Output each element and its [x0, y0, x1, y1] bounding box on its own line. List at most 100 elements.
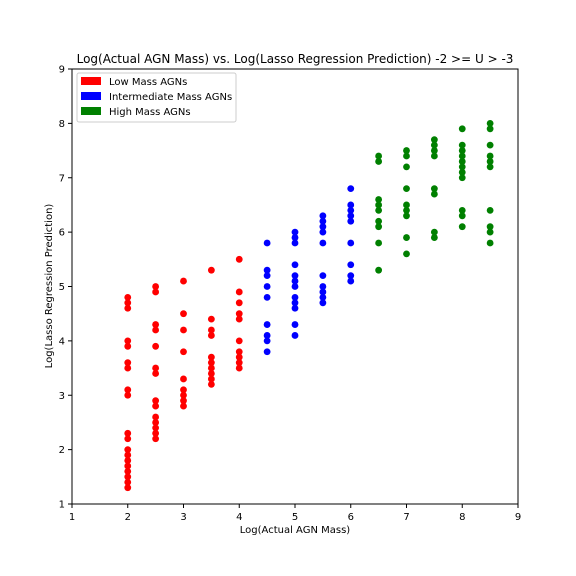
data-point [430, 136, 438, 144]
y-tick-label: 9 [59, 65, 65, 76]
data-point [180, 375, 187, 383]
data-point [458, 152, 466, 160]
data-point [430, 141, 438, 149]
data-point [152, 402, 160, 410]
x-tick-label: 1 [69, 512, 75, 523]
legend-label: Low Mass AGNs [109, 77, 187, 88]
data-point [458, 163, 466, 171]
data-point [403, 234, 410, 241]
data-point [207, 326, 215, 334]
data-point [319, 239, 327, 247]
data-point [124, 478, 132, 486]
legend-swatch [81, 77, 101, 85]
data-point [430, 190, 438, 198]
y-tick-label: 2 [59, 445, 65, 456]
data-point [486, 163, 494, 171]
x-tick-label: 5 [292, 512, 298, 523]
data-point [235, 310, 243, 318]
data-point [291, 272, 299, 280]
data-point [235, 337, 243, 345]
data-point [319, 217, 327, 225]
data-point [291, 239, 299, 247]
data-point [430, 147, 438, 154]
data-point [375, 152, 383, 160]
data-point [152, 413, 160, 421]
data-point [486, 141, 494, 149]
data-point [235, 288, 243, 296]
data-point [235, 255, 243, 263]
data-point [124, 462, 132, 470]
y-tick-label: 5 [59, 282, 65, 293]
data-point [235, 315, 243, 323]
data-point [263, 321, 271, 328]
data-point [152, 321, 160, 328]
data-point [235, 299, 243, 307]
data-point [319, 228, 327, 236]
data-point [430, 152, 438, 160]
x-tick-label: 2 [125, 512, 131, 523]
x-tick-label: 9 [515, 512, 521, 523]
data-point [486, 239, 494, 247]
data-point [180, 277, 187, 285]
data-point [458, 174, 466, 182]
data-point [263, 332, 271, 339]
data-point [180, 348, 187, 356]
legend-label: High Mass AGNs [109, 107, 191, 118]
data-point [403, 147, 410, 154]
legend-swatch [81, 92, 101, 100]
data-point [235, 348, 243, 356]
data-point [152, 429, 160, 437]
data-point [207, 370, 215, 377]
data-point [291, 228, 299, 236]
y-tick-label: 6 [59, 228, 65, 239]
data-point [486, 158, 494, 165]
data-point [319, 223, 327, 231]
data-point [207, 364, 215, 372]
data-point [291, 277, 299, 285]
data-point [486, 206, 494, 214]
x-tick-label: 7 [403, 512, 409, 523]
data-point [486, 119, 494, 127]
data-point [458, 168, 466, 176]
data-point [403, 201, 410, 209]
data-point [152, 370, 160, 377]
data-point [124, 467, 132, 475]
data-point [375, 223, 383, 231]
data-point [207, 266, 215, 274]
data-point [291, 299, 299, 307]
data-point [207, 359, 215, 367]
data-point [347, 239, 355, 247]
data-point [124, 342, 132, 350]
data-point [403, 152, 410, 160]
data-point [235, 364, 243, 372]
data-point [319, 283, 327, 290]
data-point [152, 419, 160, 426]
data-point [291, 234, 299, 241]
data-point [263, 348, 271, 356]
data-point [291, 283, 299, 290]
data-point [152, 424, 160, 432]
data-point [263, 239, 271, 247]
data-point [291, 293, 299, 301]
data-point [207, 375, 215, 383]
data-point [403, 212, 410, 220]
data-point [347, 277, 355, 285]
data-point [124, 473, 132, 481]
data-point [152, 435, 160, 443]
data-point [291, 261, 299, 269]
data-point [152, 342, 160, 350]
x-tick-label: 8 [459, 512, 465, 523]
ticks-layer: 1 2 3 4 5 6 7 8 9 1 2 3 4 5 6 7 8 9 [59, 65, 522, 524]
data-point [180, 310, 187, 318]
data-point [152, 364, 160, 372]
data-point [458, 125, 466, 133]
data-point [235, 359, 243, 367]
data-point [152, 326, 160, 334]
legend-swatch [81, 107, 101, 115]
data-point [124, 299, 132, 307]
data-point [403, 163, 410, 171]
data-point [207, 380, 215, 388]
data-point [124, 304, 132, 312]
data-point [124, 337, 132, 345]
